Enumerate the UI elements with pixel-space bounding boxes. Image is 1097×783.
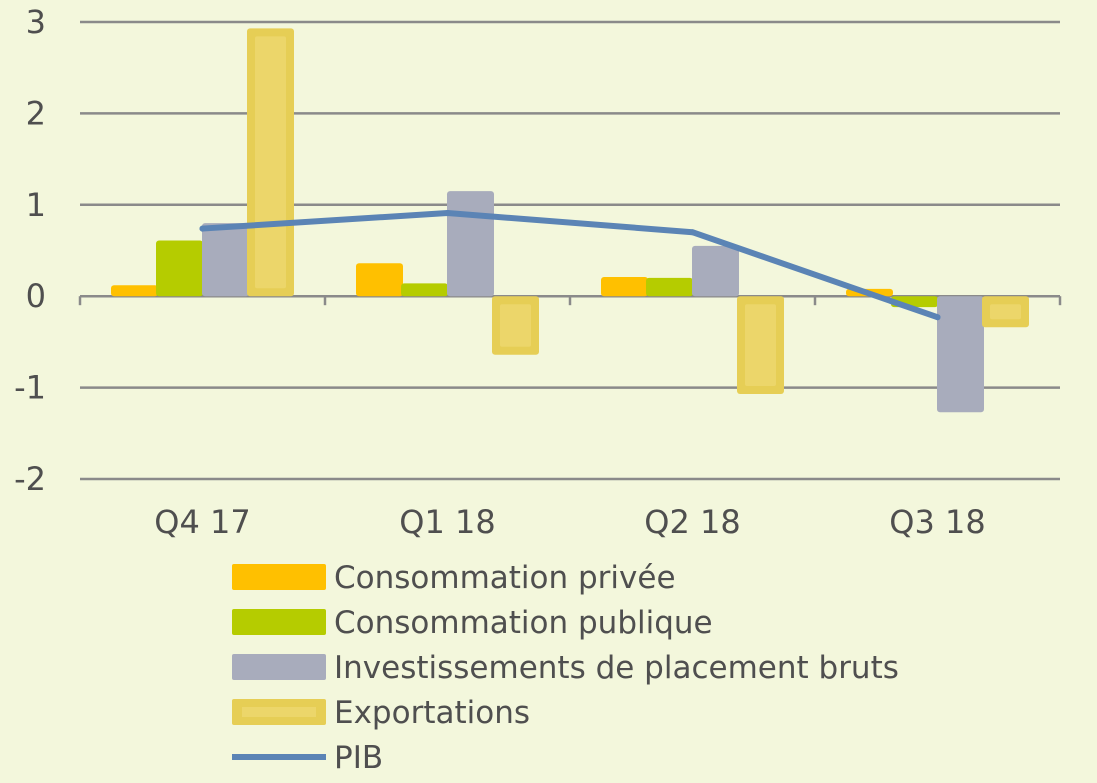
y-tick-label: 0 xyxy=(26,277,46,315)
legend-swatch xyxy=(232,564,326,590)
bar-3 xyxy=(692,245,739,297)
bar-3 xyxy=(937,296,984,413)
category-label: Q4 17 xyxy=(154,503,250,541)
y-tick-label: -2 xyxy=(14,460,46,498)
legend-label: Consommation privée xyxy=(334,560,676,596)
category-label: Q1 18 xyxy=(399,503,495,541)
y-tick-label: 2 xyxy=(26,94,46,132)
bar-1 xyxy=(356,263,403,297)
bar-1 xyxy=(601,277,648,297)
pib-line xyxy=(199,210,941,321)
legend-label: Consommation publique xyxy=(334,605,713,641)
bar-highlight xyxy=(745,304,776,386)
bar-2 xyxy=(646,277,693,297)
bar-2 xyxy=(156,240,203,297)
category-label: Q2 18 xyxy=(644,503,740,541)
category-label: Q3 18 xyxy=(889,503,985,541)
y-tick-label: 1 xyxy=(26,186,46,224)
bar-highlight xyxy=(500,304,531,347)
pib-point xyxy=(444,210,451,217)
legend-label: PIB xyxy=(334,740,383,776)
y-tick-label: -1 xyxy=(14,369,46,407)
bar-1 xyxy=(111,285,158,297)
bar-highlight xyxy=(255,36,286,289)
bar-3 xyxy=(202,223,249,297)
bar-highlight xyxy=(990,304,1021,320)
y-tick-label: 3 xyxy=(26,3,46,41)
pib-point xyxy=(934,314,941,321)
bar-3 xyxy=(447,191,494,297)
legend-swatch xyxy=(232,609,326,635)
bar-2 xyxy=(401,283,448,297)
pib-point xyxy=(689,229,696,236)
legend-label: Investissements de placement bruts xyxy=(334,650,899,686)
legend-label: Exportations xyxy=(334,695,530,731)
legend-swatch xyxy=(232,654,326,680)
pib-point xyxy=(199,225,206,232)
legend-swatch-highlight xyxy=(242,707,316,717)
